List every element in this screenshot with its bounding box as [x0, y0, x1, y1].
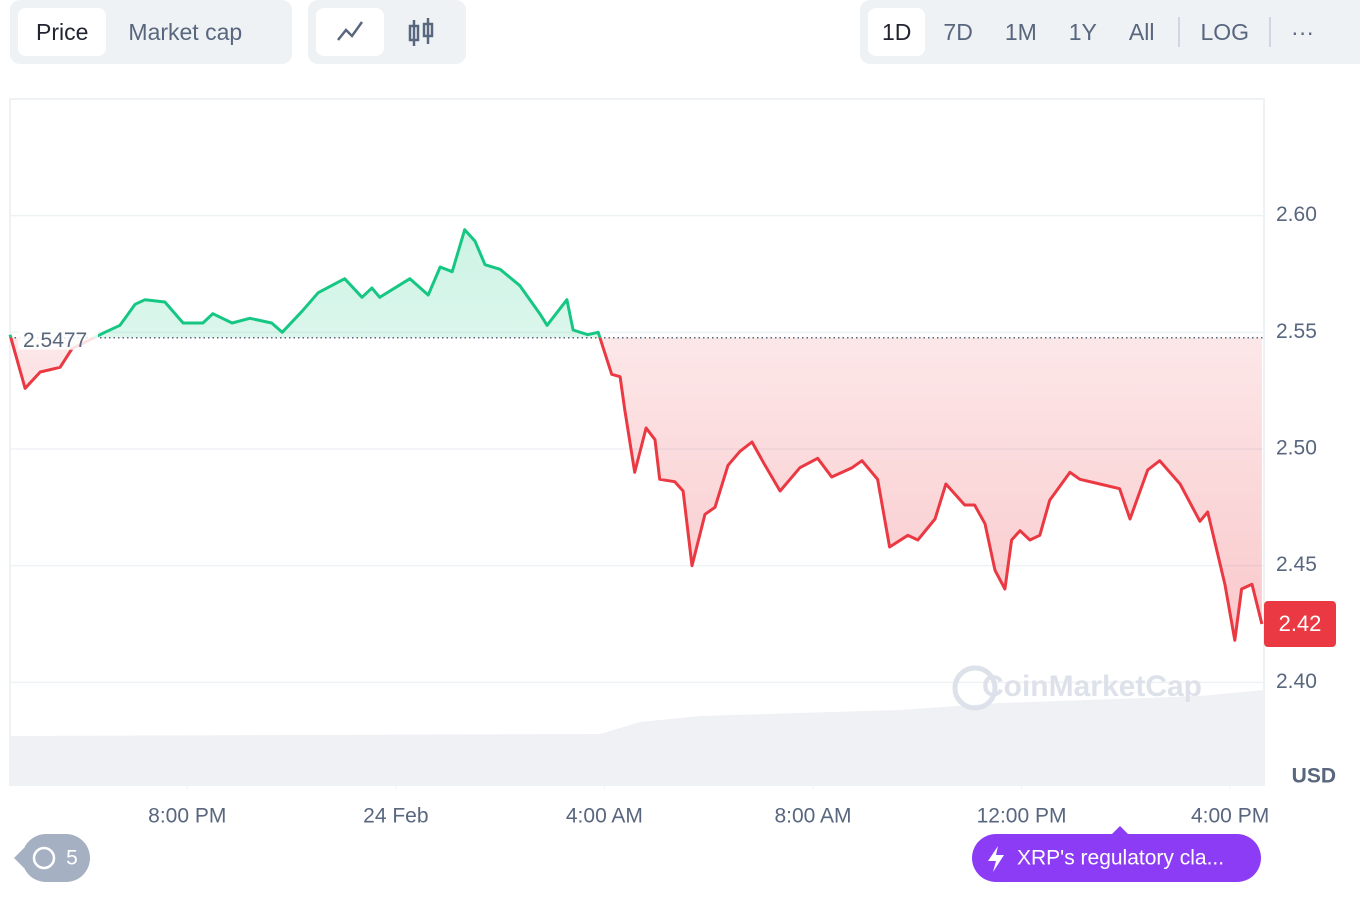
- watermark: CoinMarketCap: [982, 670, 1202, 703]
- x-tick-label: 4:00 PM: [1191, 805, 1269, 828]
- area: [10, 229, 1262, 641]
- news-pill[interactable]: [972, 834, 1261, 882]
- y-tick-label: 2.60: [1276, 203, 1317, 226]
- chart-style: [308, 0, 466, 64]
- y-tick-label: 2.55: [1276, 320, 1317, 343]
- history-pill-tip: [14, 848, 24, 868]
- last-price: 2.42: [1279, 611, 1322, 636]
- separator: [1178, 17, 1181, 47]
- range-selector: 1D 7D 1M 1Y All LOG ···: [860, 0, 1360, 64]
- x-tick-label: 24 Feb: [363, 805, 428, 828]
- x-tick-label: 8:00 PM: [148, 805, 226, 828]
- x-tick-label: 12:00 PM: [977, 805, 1067, 828]
- last-price-box: [1264, 601, 1336, 647]
- y-tick-label: 2.45: [1276, 553, 1317, 576]
- candle-icon: [408, 18, 434, 46]
- y-tick-label: 2.40: [1276, 670, 1317, 693]
- reference-label-bg: [18, 323, 98, 350]
- news-icon: [988, 846, 1004, 872]
- separator: [1269, 17, 1272, 47]
- x-tick-label: 4:00 AM: [566, 805, 643, 828]
- tab[interactable]: Market cap: [128, 19, 243, 45]
- range-button[interactable]: 7D: [943, 19, 973, 45]
- reference-label: 2.5477: [23, 329, 87, 352]
- line-style-button[interactable]: [316, 8, 384, 56]
- range-button[interactable]: 1M: [1004, 19, 1037, 45]
- range-button[interactable]: 1D: [868, 8, 926, 56]
- y-tick-label: 2.50: [1276, 437, 1317, 460]
- volume-area: [10, 690, 1264, 785]
- view-toggle: Price Market cap: [10, 0, 292, 64]
- range-button[interactable]: All: [1128, 19, 1155, 45]
- candle-style-button[interactable]: [388, 8, 456, 56]
- history-count: 5: [66, 847, 78, 870]
- log-button[interactable]: LOG: [1200, 19, 1250, 45]
- price-line: [8, 228, 1264, 642]
- watermark-logo: [952, 665, 998, 711]
- news-tip: [1110, 826, 1130, 836]
- history-pill[interactable]: [22, 834, 90, 882]
- line-icon: [337, 21, 364, 41]
- x-tick-label: 8:00 AM: [774, 805, 851, 828]
- news-text: XRP's regulatory cla...: [1017, 847, 1224, 870]
- more-button[interactable]: ···: [1291, 19, 1315, 45]
- currency-label: USD: [1292, 765, 1336, 788]
- range-button[interactable]: 1Y: [1068, 19, 1097, 45]
- tab[interactable]: Price: [18, 8, 107, 56]
- history-icon: [32, 846, 56, 870]
